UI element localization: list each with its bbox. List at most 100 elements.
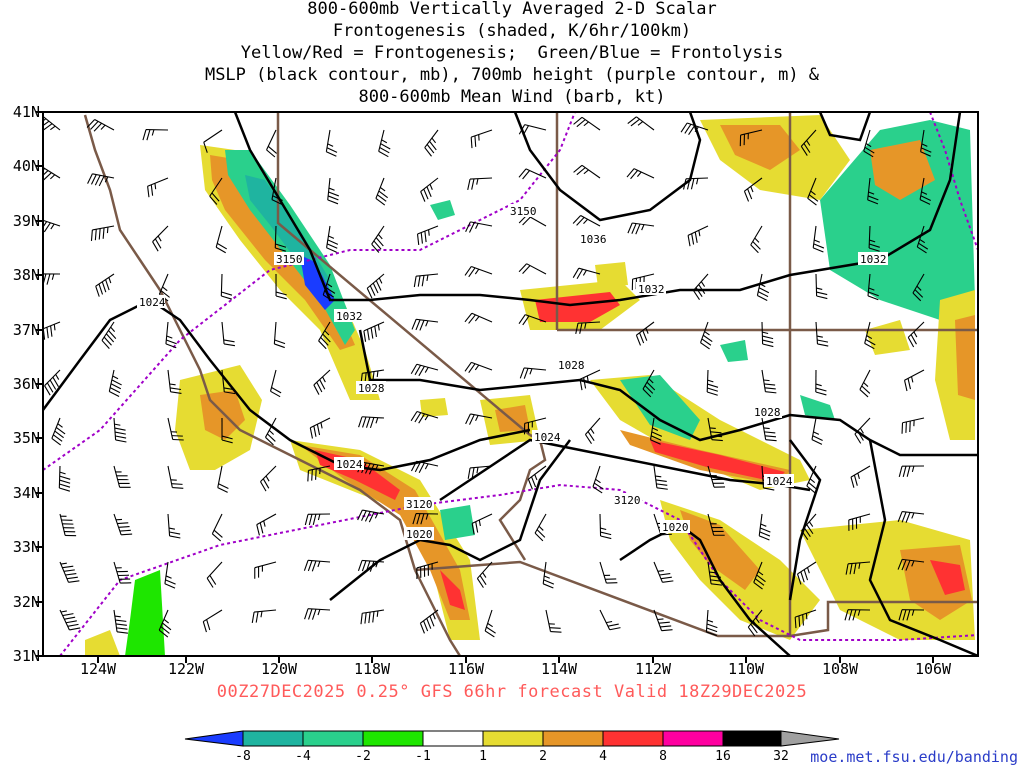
wind-barb	[707, 513, 725, 536]
wind-barb	[147, 177, 169, 198]
wind-barb	[304, 608, 331, 620]
wind-barb	[859, 369, 871, 398]
wind-barb	[626, 168, 655, 180]
wind-barb	[467, 465, 493, 479]
title-line-1: 800-600mb Vertically Averaged 2-D Scalar	[307, 0, 717, 19]
wind-barb	[867, 177, 879, 205]
wind-barb	[90, 225, 115, 241]
mslp-label-8: 1028	[556, 358, 586, 372]
lat-label-32n: 32N	[12, 593, 40, 611]
wind-barb	[101, 321, 117, 349]
svg-text:1020: 1020	[662, 521, 689, 534]
wind-barb	[903, 369, 925, 392]
wind-barb	[271, 177, 283, 205]
mslp-label-3: 1028	[356, 381, 386, 395]
svg-text:3120: 3120	[614, 494, 641, 507]
wind-barb	[420, 177, 439, 202]
mslp-label-10: 1028	[752, 405, 782, 419]
mslp-east-2	[868, 439, 978, 656]
wind-barb	[627, 116, 655, 131]
nm-orange	[680, 510, 760, 590]
ne-orange-2	[870, 140, 935, 200]
wind-barb	[86, 119, 115, 132]
wind-barb	[113, 609, 129, 634]
wind-barb	[221, 321, 236, 347]
wind-barb	[794, 609, 817, 629]
lat-label-39n: 39N	[12, 212, 40, 230]
small-patch-4	[440, 505, 475, 540]
mslp-label-5: 1020	[404, 527, 434, 541]
svg-text:1032: 1032	[638, 283, 665, 296]
mslp-label-6: 1036	[578, 232, 608, 246]
wind-barb	[358, 416, 385, 429]
wind-barb	[484, 609, 496, 638]
mslp-east-1	[788, 439, 822, 601]
credit-link[interactable]: moe.met.fsu.edu/banding	[810, 748, 1018, 766]
wind-barb	[416, 225, 439, 246]
lat-label-33n: 33N	[12, 538, 40, 556]
wind-barb	[599, 609, 621, 631]
wind-barb	[898, 465, 925, 478]
wind-barb	[113, 561, 132, 584]
colorbar-label-3: -2	[355, 749, 371, 764]
pacific-frontolysis-2	[85, 630, 120, 656]
wind-barb	[848, 513, 871, 531]
wind-barb	[815, 369, 827, 396]
mslp-1024-west	[43, 298, 531, 472]
wind-barb	[919, 177, 931, 205]
wind-barb	[649, 417, 663, 445]
colorbar-label-5: 1	[479, 749, 487, 764]
height-700mb-contours	[43, 112, 978, 656]
wind-barb	[476, 561, 493, 588]
colorbar-label-6: 2	[539, 749, 547, 764]
height-label-1: 3150	[508, 204, 538, 218]
colorbar-min-arrow	[184, 730, 244, 747]
wind-barb	[165, 321, 177, 349]
wind-barb	[868, 225, 880, 252]
wind-barb	[844, 609, 871, 621]
lat-label-36n: 36N	[12, 375, 40, 393]
svg-text:1032: 1032	[336, 310, 363, 323]
wind-barb	[692, 273, 709, 300]
wind-barb	[743, 177, 763, 202]
lon-label-122w: 122W	[167, 660, 205, 678]
lat-label-34n: 34N	[12, 484, 40, 502]
wind-barb	[264, 417, 277, 446]
lat-label-38n: 38N	[12, 266, 40, 284]
height-3150-west	[43, 112, 576, 471]
wind-barb	[471, 513, 493, 535]
wind-barb	[164, 561, 176, 589]
mslp-label-1: 1024	[137, 295, 166, 309]
wind-barb	[167, 369, 182, 394]
wind-barb	[95, 273, 115, 297]
wind-barb	[907, 321, 925, 348]
colorbar-label-2: -4	[295, 749, 311, 764]
wind-barb	[221, 417, 233, 444]
wind-barb	[266, 129, 277, 158]
wind-barb	[627, 222, 655, 235]
wind-barb	[410, 363, 439, 377]
lon-label-120w: 120W	[260, 660, 298, 678]
wind-barb	[327, 177, 340, 205]
colorbar-seg-1	[242, 730, 304, 747]
ne-frontolysis	[820, 120, 975, 320]
wind-barb	[523, 417, 547, 435]
wind-barb	[313, 369, 331, 395]
lon-label-124w: 124W	[79, 660, 117, 678]
svg-text:1032: 1032	[860, 253, 887, 266]
axis-ticks	[36, 111, 934, 663]
coastline	[83, 114, 417, 571]
title-line-3: Yellow/Red = Frontogenesis; Green/Blue =…	[240, 43, 784, 63]
map-plot-area: 1024 1032 1028 1024 1020 1036 1032 1028 …	[43, 112, 978, 656]
wind-barb	[411, 318, 439, 331]
wind-barbs	[43, 115, 932, 638]
wind-barb	[756, 273, 770, 302]
wind-barb	[113, 417, 127, 443]
wind-barb	[158, 609, 172, 638]
baja-coast	[413, 569, 462, 656]
wind-barb	[51, 417, 66, 446]
wind-barb	[167, 513, 181, 539]
svg-text:3150: 3150	[510, 205, 537, 218]
height-3120	[59, 483, 978, 656]
